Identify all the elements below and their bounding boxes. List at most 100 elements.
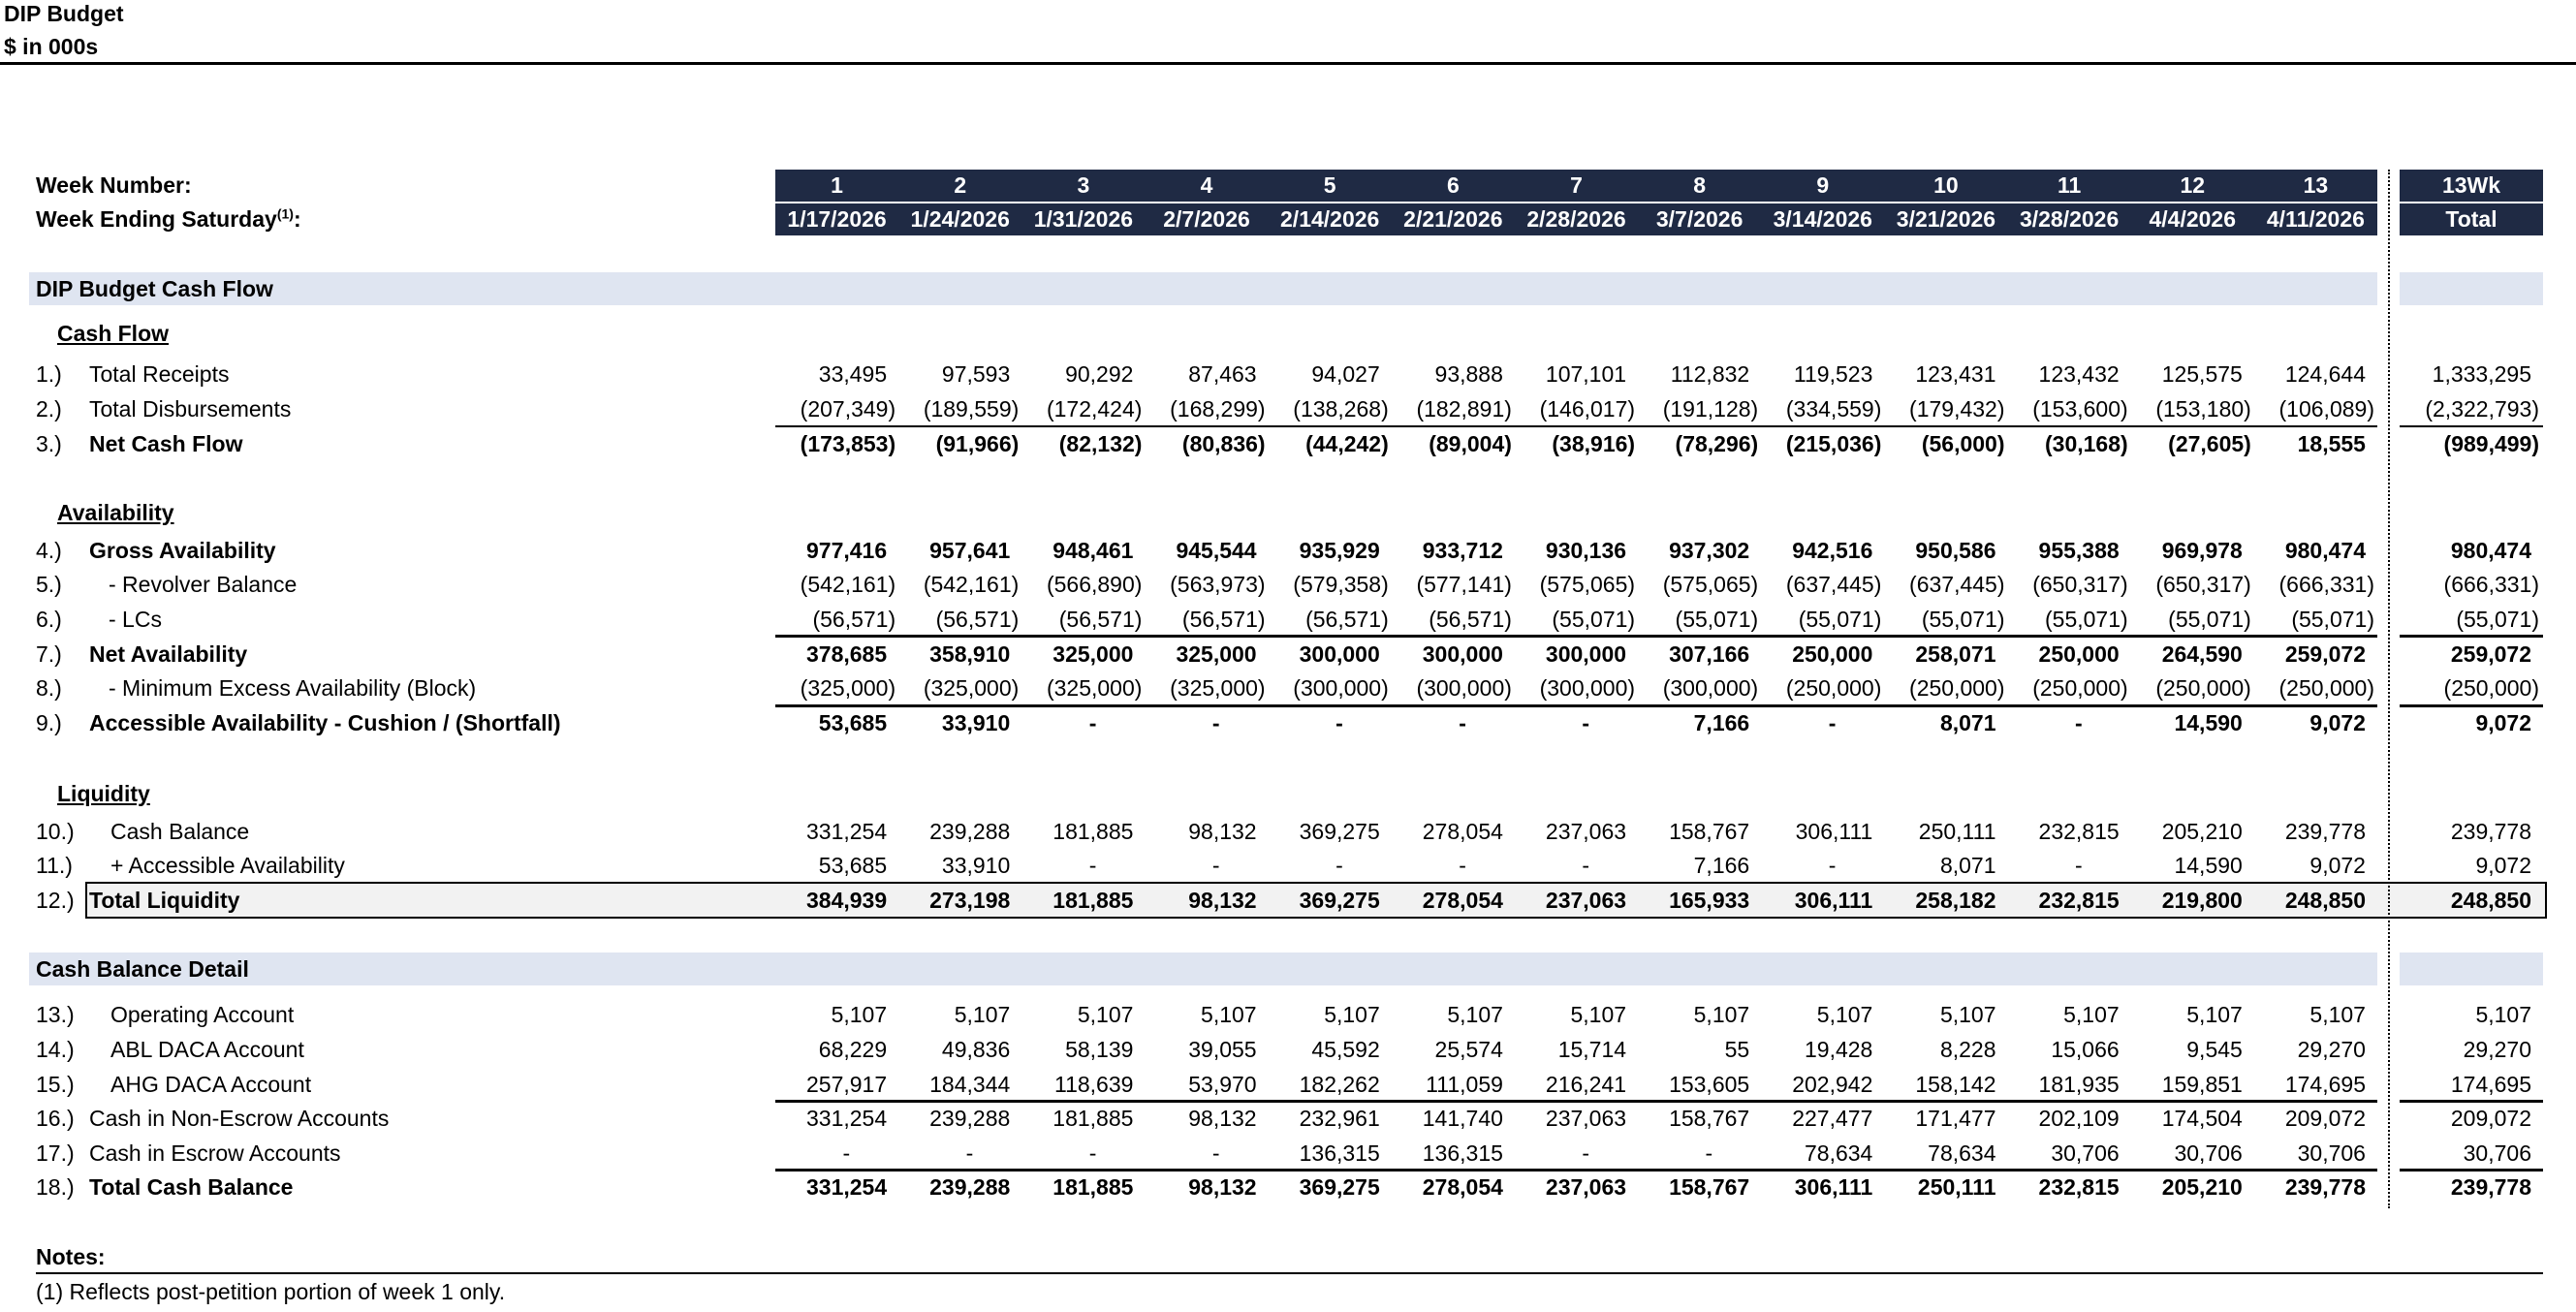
table-row: 10.) Cash Balance 331,254 239,288 181,885 98,… (0, 814, 2576, 849)
value-cell: 369,275 (1299, 1174, 1380, 1200)
value-cell: 948,461 (1052, 538, 1134, 563)
section-title-cash-flow: DIP Budget Cash Flow (36, 276, 273, 301)
value-cell: (191,128) (1662, 396, 1759, 422)
value-cell: (575,065) (1662, 572, 1759, 597)
subtotal-rule (2400, 425, 2543, 427)
subtotal-rule (775, 704, 2377, 707)
value-cell: (38,916) (1552, 431, 1636, 456)
table-row: 6.) - LCs (56,571) (56,571) (56,571) (56,571)… (0, 602, 2576, 637)
week-number-header-row: 1 2 3 4 5 6 7 8 9 10 11 12 13 (775, 170, 2377, 202)
value-cell: 181,885 (1052, 1106, 1134, 1131)
row-number: 16.) (36, 1106, 75, 1131)
row-number: 3.) (36, 431, 62, 456)
value-cell: 5,107 (1939, 1002, 1996, 1027)
value-cell: 30,706 (2174, 1140, 2243, 1166)
value-cell: 232,815 (2038, 819, 2120, 844)
row-label: Accessible Availability - Cushion / (Sho… (89, 710, 561, 735)
value-cell: 9,545 (2186, 1037, 2243, 1062)
value-cell: (153,600) (2032, 396, 2128, 422)
value-cell: (250,000) (2278, 675, 2374, 701)
value-cell: 136,315 (1299, 1140, 1380, 1166)
total-cell: 259,072 (2450, 641, 2531, 667)
value-cell: 111,059 (1426, 1072, 1503, 1097)
row-number: 11.) (36, 853, 73, 878)
value-cell: (153,180) (2155, 396, 2251, 422)
row-number: 18.) (36, 1174, 75, 1200)
total-cell: 30,706 (2463, 1140, 2531, 1166)
subheading-availability: Availability (57, 500, 174, 525)
value-cell: 5,107 (1324, 1002, 1380, 1027)
value-cell: 5,107 (2063, 1002, 2120, 1027)
value-cell: - (1088, 853, 1097, 878)
total-column-separator (2388, 170, 2390, 1208)
value-cell: 5,107 (1570, 1002, 1627, 1027)
value-cell: (189,559) (923, 396, 1020, 422)
value-cell: (91,966) (935, 431, 1020, 456)
total-cell: (250,000) (2443, 675, 2539, 701)
value-cell: 45,592 (1311, 1037, 1380, 1062)
value-cell: 30,706 (2297, 1140, 2366, 1166)
value-cell: 5,107 (1693, 1002, 1750, 1027)
row-label: Net Availability (89, 641, 248, 667)
value-cell: 98,132 (1188, 819, 1257, 844)
value-cell: - (1211, 853, 1220, 878)
value-cell: (56,571) (1058, 607, 1143, 632)
table-row: 7.) Net Availability 378,685 358,910 325,000… (0, 637, 2576, 672)
week-ending-date-cell: 3/21/2026 (1896, 206, 1996, 232)
week-ending-date-cell: 1/24/2026 (910, 206, 1010, 232)
subtotal-rule (2400, 1169, 2543, 1171)
table-row: 3.) Net Cash Flow (173,853) (91,966) (82,132… (0, 426, 2576, 461)
value-cell: 181,885 (1052, 888, 1134, 913)
week-number-cell: 3 (1077, 172, 1090, 198)
total-liquidity-box (85, 882, 2547, 919)
value-cell: - (1088, 710, 1097, 735)
value-cell: 950,586 (1915, 538, 1996, 563)
total-cell: 239,778 (2450, 1174, 2531, 1200)
value-cell: 378,685 (806, 641, 888, 667)
value-cell: 7,166 (1693, 853, 1750, 878)
value-cell: 258,182 (1915, 888, 1996, 913)
week-number-cell: 1 (831, 172, 843, 198)
value-cell: (300,000) (1293, 675, 1389, 701)
value-cell: 300,000 (1422, 641, 1503, 667)
value-cell: (563,973) (1170, 572, 1266, 597)
value-cell: (27,605) (2168, 431, 2251, 456)
section-title-cash-balance-detail: Cash Balance Detail (36, 956, 249, 982)
value-cell: 5,107 (2186, 1002, 2243, 1027)
week-ending-date-cell: 2/28/2026 (1526, 206, 1626, 232)
value-cell: (56,571) (812, 607, 896, 632)
subtotal-rule (775, 1169, 2377, 1171)
week-ending-label: Week Ending Saturday(1): (36, 203, 301, 235)
row-label: Gross Availability (89, 538, 276, 563)
value-cell: 209,072 (2284, 1106, 2366, 1131)
value-cell: (575,065) (1539, 572, 1636, 597)
value-cell: 202,942 (1792, 1072, 1873, 1097)
section-band-cash-flow (29, 272, 2377, 305)
value-cell: 30,706 (2051, 1140, 2120, 1166)
value-cell: 219,800 (2161, 888, 2243, 913)
value-cell: - (1828, 710, 1837, 735)
value-cell: 369,275 (1299, 819, 1380, 844)
value-cell: (78,296) (1675, 431, 1759, 456)
subheading-liquidity: Liquidity (57, 781, 150, 806)
value-cell: 205,210 (2161, 1174, 2243, 1200)
value-cell: 93,888 (1434, 361, 1503, 387)
row-label: Cash Balance (110, 819, 250, 844)
table-row: 12.) Total Liquidity 384,939 273,198 181,885… (0, 883, 2576, 918)
value-cell: (566,890) (1046, 572, 1143, 597)
table-row: 2.) Total Disbursements (207,349) (189,559)… (0, 391, 2576, 426)
row-label: Net Cash Flow (89, 431, 243, 456)
subtotal-rule (2400, 635, 2543, 638)
value-cell: 55 (1724, 1037, 1750, 1062)
value-cell: 15,066 (2051, 1037, 2120, 1062)
value-cell: (55,071) (2168, 607, 2251, 632)
footnote-ref: (1) (276, 205, 294, 222)
value-cell: 49,836 (941, 1037, 1011, 1062)
value-cell: (250,000) (2155, 675, 2251, 701)
value-cell: - (1582, 710, 1590, 735)
value-cell: 9,072 (2309, 853, 2366, 878)
table-row: 16.) Cash in Non-Escrow Accounts 331,254 23… (0, 1101, 2576, 1136)
value-cell: (106,089) (2278, 396, 2374, 422)
row-number: 8.) (36, 675, 62, 701)
value-cell: 232,961 (1299, 1106, 1380, 1131)
